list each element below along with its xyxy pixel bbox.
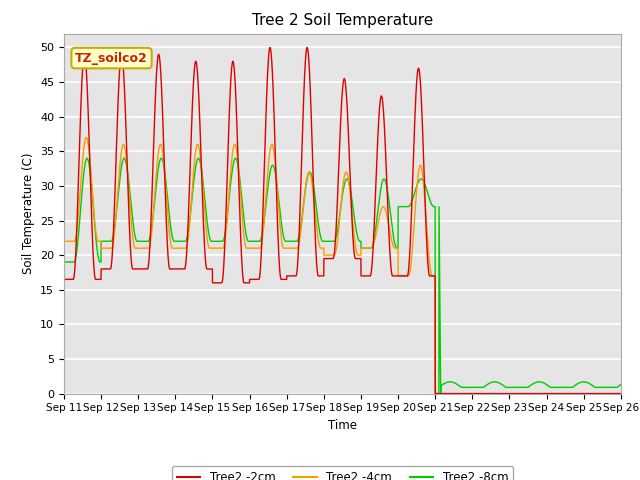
Tree2 -8cm <box>322 239 330 244</box>
Tree2 -8cm <box>160 165 168 170</box>
Tree2 -8cm <box>436 376 444 382</box>
Tree2 -8cm <box>232 156 239 161</box>
Tree2 -4cm <box>161 164 168 170</box>
Title: Tree 2 Soil Temperature: Tree 2 Soil Temperature <box>252 13 433 28</box>
Tree2 -2cm <box>468 391 476 396</box>
Tree2 -8cm <box>431 391 439 396</box>
Line: Tree2 -8cm: Tree2 -8cm <box>64 158 621 394</box>
X-axis label: Time: Time <box>328 419 357 432</box>
Tree2 -8cm <box>616 382 624 388</box>
Line: Tree2 -4cm: Tree2 -4cm <box>64 137 621 394</box>
Tree2 -4cm <box>617 391 625 396</box>
Tree2 -8cm <box>499 383 507 388</box>
Tree2 -2cm <box>322 256 330 262</box>
Tree2 -2cm <box>617 391 625 396</box>
Tree2 -4cm <box>83 134 90 140</box>
Tree2 -4cm <box>431 391 439 396</box>
Tree2 -2cm <box>266 45 274 50</box>
Tree2 -2cm <box>616 391 624 396</box>
Tree2 -2cm <box>499 391 507 396</box>
Tree2 -2cm <box>160 153 168 159</box>
Tree2 -2cm <box>60 276 68 282</box>
Tree2 -8cm <box>617 382 625 387</box>
Line: Tree2 -2cm: Tree2 -2cm <box>64 48 621 394</box>
Tree2 -2cm <box>436 391 444 396</box>
Tree2 -2cm <box>431 391 439 396</box>
Tree2 -4cm <box>322 252 330 258</box>
Tree2 -4cm <box>436 391 444 396</box>
Tree2 -4cm <box>468 391 476 396</box>
Y-axis label: Soil Temperature (C): Soil Temperature (C) <box>22 153 35 275</box>
Tree2 -8cm <box>468 384 476 390</box>
Tree2 -8cm <box>60 259 68 265</box>
Tree2 -4cm <box>499 391 507 396</box>
Legend: Tree2 -2cm, Tree2 -4cm, Tree2 -8cm: Tree2 -2cm, Tree2 -4cm, Tree2 -8cm <box>172 466 513 480</box>
Tree2 -4cm <box>60 239 68 244</box>
Tree2 -4cm <box>616 391 624 396</box>
Text: TZ_soilco2: TZ_soilco2 <box>75 51 148 65</box>
